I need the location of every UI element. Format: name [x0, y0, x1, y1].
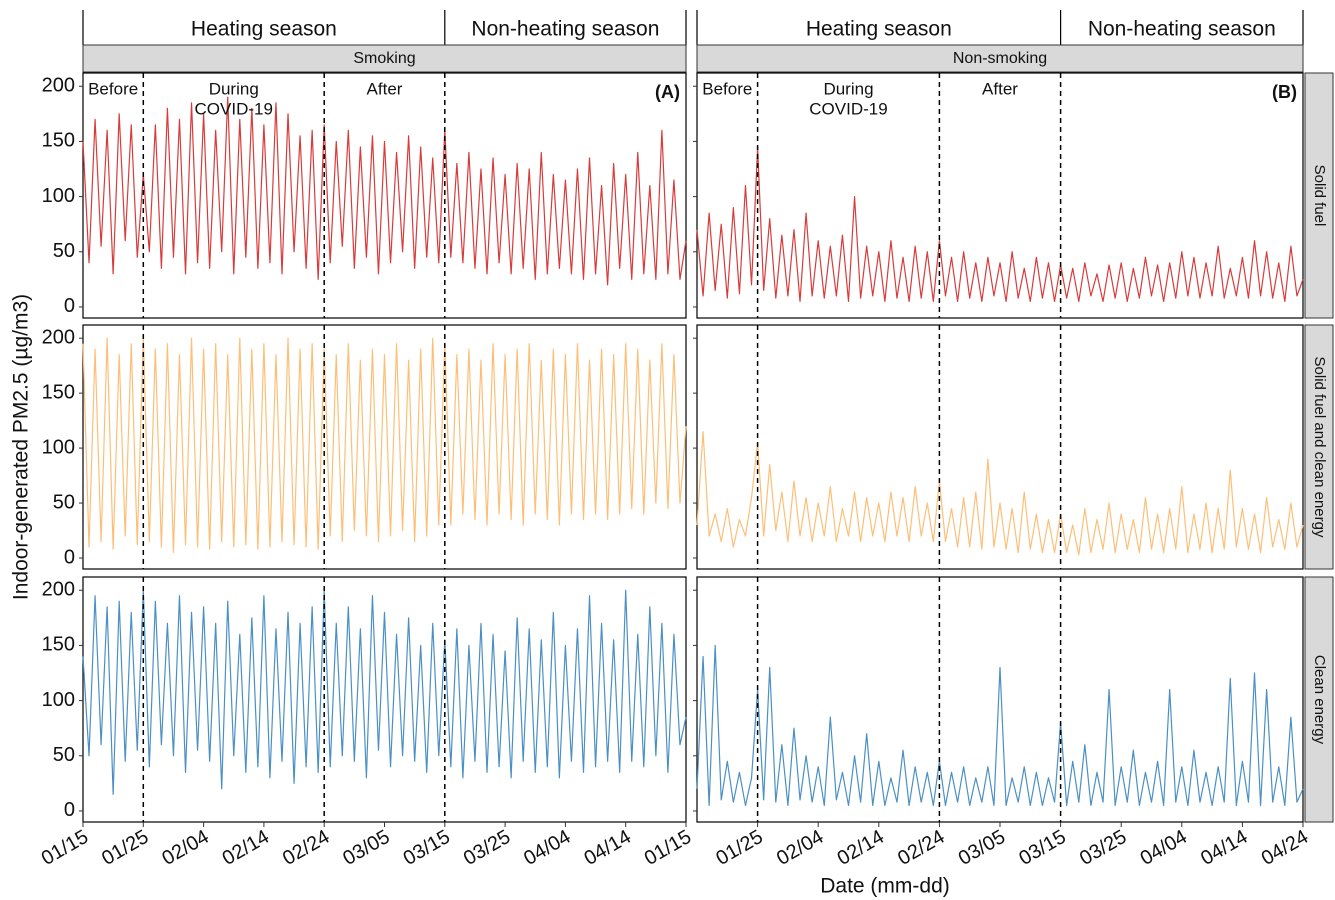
- x-tick-label: 04/14: [1197, 826, 1251, 870]
- panel: [696, 72, 1304, 319]
- x-tick-label: 01/15: [641, 826, 695, 870]
- panel: [696, 324, 1304, 570]
- data-line: [82, 337, 687, 554]
- panel-tag: (A): [655, 82, 680, 102]
- y-tick-label: 150: [42, 130, 75, 152]
- data-line: [82, 96, 687, 286]
- period-label: COVID-19: [195, 99, 273, 118]
- data-line: [696, 146, 1304, 303]
- data-line: [696, 644, 1304, 807]
- y-tick-label: 100: [42, 185, 75, 207]
- y-tick-label: 0: [64, 799, 75, 821]
- y-tick-label: 50: [53, 744, 75, 766]
- season-label: Heating season: [806, 18, 952, 41]
- x-tick-label: 04/24: [1258, 826, 1312, 870]
- column-strip: [696, 44, 1304, 73]
- x-tick-label: 03/05: [339, 826, 393, 870]
- period-label: COVID-19: [809, 99, 887, 118]
- x-tick-label: 04/04: [1137, 826, 1191, 870]
- x-tick-label: 01/25: [712, 826, 766, 870]
- y-axis-title: Indoor-generated PM2.5 (µg/m3): [10, 294, 33, 600]
- period-label: During: [823, 79, 873, 98]
- period-label: Before: [702, 79, 752, 98]
- y-tick-label: 0: [64, 295, 75, 317]
- x-tick-label: 01/25: [98, 826, 152, 870]
- panel: [696, 576, 1304, 823]
- column-strip-label: Smoking: [353, 50, 415, 67]
- x-tick-label: 03/25: [460, 826, 514, 870]
- period-label: After: [982, 79, 1018, 98]
- data-line: [696, 431, 1304, 556]
- x-tick-label: 03/15: [1015, 826, 1069, 870]
- period-label: During: [209, 79, 259, 98]
- x-axis-title: Date (mm-dd): [820, 875, 950, 898]
- y-tick-label: 200: [42, 579, 75, 601]
- row-strip: [1304, 324, 1334, 570]
- period-label: After: [367, 79, 403, 98]
- column-strip: [82, 44, 687, 73]
- row-strip-label: Solid fuel: [1311, 165, 1328, 227]
- y-tick-label: 200: [42, 326, 75, 348]
- column-strip-label: Non-smoking: [953, 50, 1047, 67]
- y-tick-label: 0: [64, 546, 75, 568]
- x-tick-label: 02/04: [773, 826, 827, 870]
- row-strip: [1304, 72, 1334, 319]
- x-tick-label: 04/14: [580, 826, 634, 870]
- x-tick-label: 02/14: [834, 826, 888, 870]
- x-tick-label: 02/14: [219, 826, 273, 870]
- x-tick-label: 01/15: [38, 826, 92, 870]
- row-strip-label: Solid fuel and clean energy: [1311, 357, 1328, 538]
- y-tick-label: 150: [42, 381, 75, 403]
- x-tick-label: 02/24: [894, 826, 948, 870]
- panel-tag: (B): [1272, 82, 1297, 102]
- x-tick-label: 03/05: [955, 826, 1009, 870]
- x-tick-label: 02/04: [158, 826, 212, 870]
- x-tick-label: 03/25: [1076, 826, 1130, 870]
- y-tick-label: 200: [42, 75, 75, 97]
- x-tick-label: 03/15: [400, 826, 454, 870]
- x-tick-label: 02/24: [279, 826, 333, 870]
- season-label: Heating season: [191, 18, 337, 41]
- y-tick-label: 50: [53, 491, 75, 513]
- season-label: Non-heating season: [1088, 18, 1276, 41]
- x-tick-label: 04/04: [520, 826, 574, 870]
- data-line: [82, 589, 687, 796]
- y-tick-label: 150: [42, 634, 75, 656]
- y-tick-label: 100: [42, 689, 75, 711]
- panel: [82, 72, 687, 319]
- season-label: Non-heating season: [471, 18, 659, 41]
- period-label: Before: [88, 79, 138, 98]
- y-tick-label: 100: [42, 436, 75, 458]
- row-strip-label: Clean energy: [1311, 655, 1328, 745]
- row-strip: [1304, 576, 1334, 823]
- y-tick-label: 50: [53, 240, 75, 262]
